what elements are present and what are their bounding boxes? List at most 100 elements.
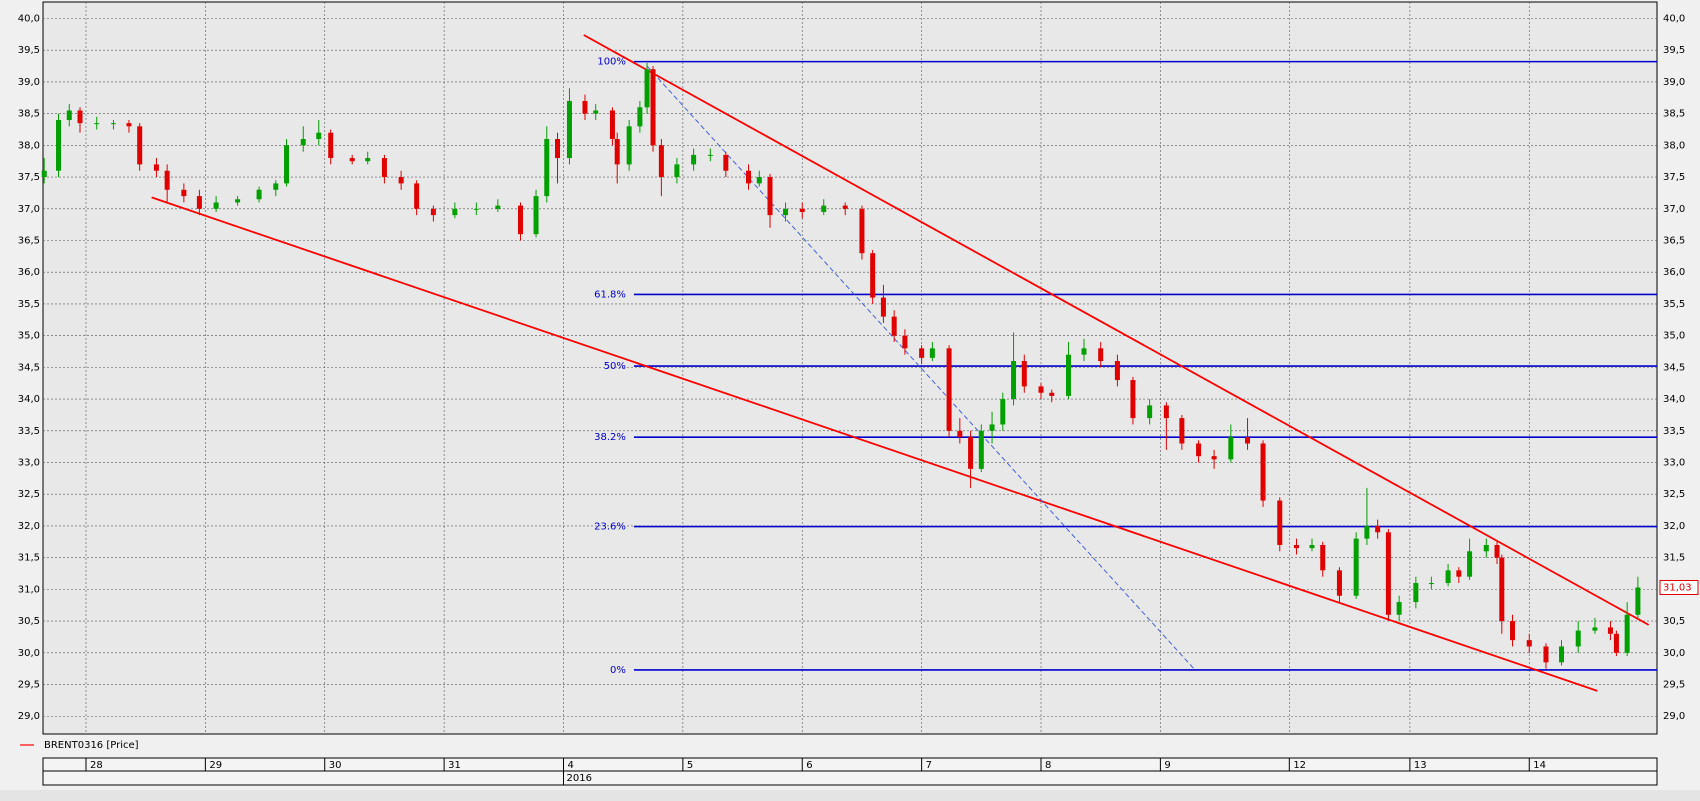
candle-body: [1445, 570, 1451, 584]
candle-body: [1526, 640, 1532, 647]
y-tick-label: 39,0: [18, 77, 40, 88]
candle-body: [349, 158, 355, 162]
y-tick-label: 36,5: [18, 236, 40, 247]
y-tick-label: 33,5: [18, 426, 40, 437]
candle-body: [1467, 551, 1473, 577]
candle-body: [452, 208, 458, 216]
candle-body: [1592, 627, 1598, 631]
candle-body: [691, 154, 697, 165]
candle-body: [1211, 456, 1217, 460]
y-tick-label-right: 37,5: [1663, 172, 1685, 183]
y-tick-label-right: 29,5: [1663, 680, 1685, 691]
fib-label: 38.2%: [594, 432, 626, 443]
y-tick-label: 31,5: [18, 553, 40, 564]
candle-body: [644, 69, 650, 108]
x-tick-label: 30: [329, 760, 342, 771]
candle-body: [235, 199, 241, 203]
candle-body: [1038, 386, 1044, 393]
candle-body: [707, 154, 713, 156]
candle-body: [1483, 544, 1489, 552]
y-tick-label-right: 32,0: [1663, 521, 1685, 532]
y-tick-label: 36,0: [18, 267, 40, 278]
fib-label: 23.6%: [594, 522, 626, 533]
candle-body: [414, 183, 420, 209]
candle-body: [946, 348, 952, 431]
candle-body: [978, 430, 984, 469]
y-tick-label-right: 39,0: [1663, 77, 1685, 88]
x-tick-label: 7: [926, 760, 932, 771]
candle-body: [1613, 633, 1619, 653]
candle-body: [381, 158, 387, 178]
candle-body: [1245, 437, 1251, 444]
candle-body: [1114, 361, 1120, 381]
candle-body: [1277, 500, 1283, 545]
fib-label: 100%: [597, 57, 626, 68]
y-tick-label: 40,0: [18, 13, 40, 24]
x-tick-label: 9: [1164, 760, 1170, 771]
x-tick-label: 13: [1414, 760, 1427, 771]
candle-body: [989, 424, 995, 431]
candle-body: [1510, 621, 1516, 641]
x2-tick-label: 2016: [566, 773, 591, 784]
candle-body: [919, 348, 925, 358]
candle-body: [1428, 583, 1434, 585]
candle-body: [842, 205, 848, 209]
y-tick-label: 30,0: [18, 648, 40, 659]
candle-body: [1543, 646, 1549, 663]
candle-body: [77, 110, 83, 124]
y-tick-label: 38,5: [18, 109, 40, 120]
y-tick-label: 34,5: [18, 362, 40, 373]
candle-body: [94, 123, 100, 125]
candle-body: [196, 196, 202, 209]
candle-body: [870, 253, 876, 298]
fib-label: 0%: [610, 665, 626, 676]
candle-body: [213, 202, 219, 209]
candle-body: [1635, 587, 1641, 615]
y-tick-label-right: 37,0: [1663, 204, 1685, 215]
y-tick-label-right: 40,0: [1663, 13, 1685, 24]
candle-body: [1320, 544, 1326, 571]
candle-body: [1309, 544, 1315, 549]
candle-body: [902, 335, 908, 349]
candle-body: [365, 158, 371, 162]
candle-body: [66, 110, 72, 120]
y-tick-label-right: 33,5: [1663, 426, 1685, 437]
x-tick-label: 5: [687, 760, 693, 771]
x-tick-label: 14: [1533, 760, 1546, 771]
candle-body: [137, 126, 143, 165]
candle-body: [1049, 392, 1055, 396]
candle-body: [1021, 361, 1027, 387]
candle-body: [891, 316, 897, 336]
candle-body: [1364, 525, 1370, 539]
candle-body: [256, 189, 262, 200]
candle-body: [1130, 380, 1136, 419]
candle-body: [1456, 570, 1462, 577]
candle-body: [626, 126, 632, 165]
candle-body: [1624, 614, 1630, 653]
candle-body: [56, 119, 62, 171]
candle-body: [284, 145, 290, 184]
candle-body: [1179, 418, 1185, 444]
trendline: [151, 196, 1598, 692]
candle-body: [430, 208, 436, 216]
candle-body: [1494, 544, 1500, 558]
candle-body: [1499, 557, 1505, 622]
candle-body: [929, 348, 935, 358]
candle-body: [555, 139, 561, 159]
y-tick-label: 29,0: [18, 711, 40, 722]
y-tick-label: 32,5: [18, 489, 40, 500]
candle-body: [674, 164, 680, 178]
candle-body: [533, 196, 539, 235]
x-tick-label: 4: [567, 760, 573, 771]
candle-body: [1385, 532, 1391, 615]
plot-area: [42, 1, 1658, 735]
candle-body: [821, 205, 827, 212]
y-tick-label-right: 34,0: [1663, 394, 1685, 405]
y-tick-label-right: 36,5: [1663, 236, 1685, 247]
candle-body: [1353, 538, 1359, 596]
y-tick-label: 32,0: [18, 521, 40, 532]
y-tick-label-right: 39,5: [1663, 45, 1685, 56]
y-tick-label-right: 33,0: [1663, 458, 1685, 469]
candle-body: [1081, 348, 1087, 355]
